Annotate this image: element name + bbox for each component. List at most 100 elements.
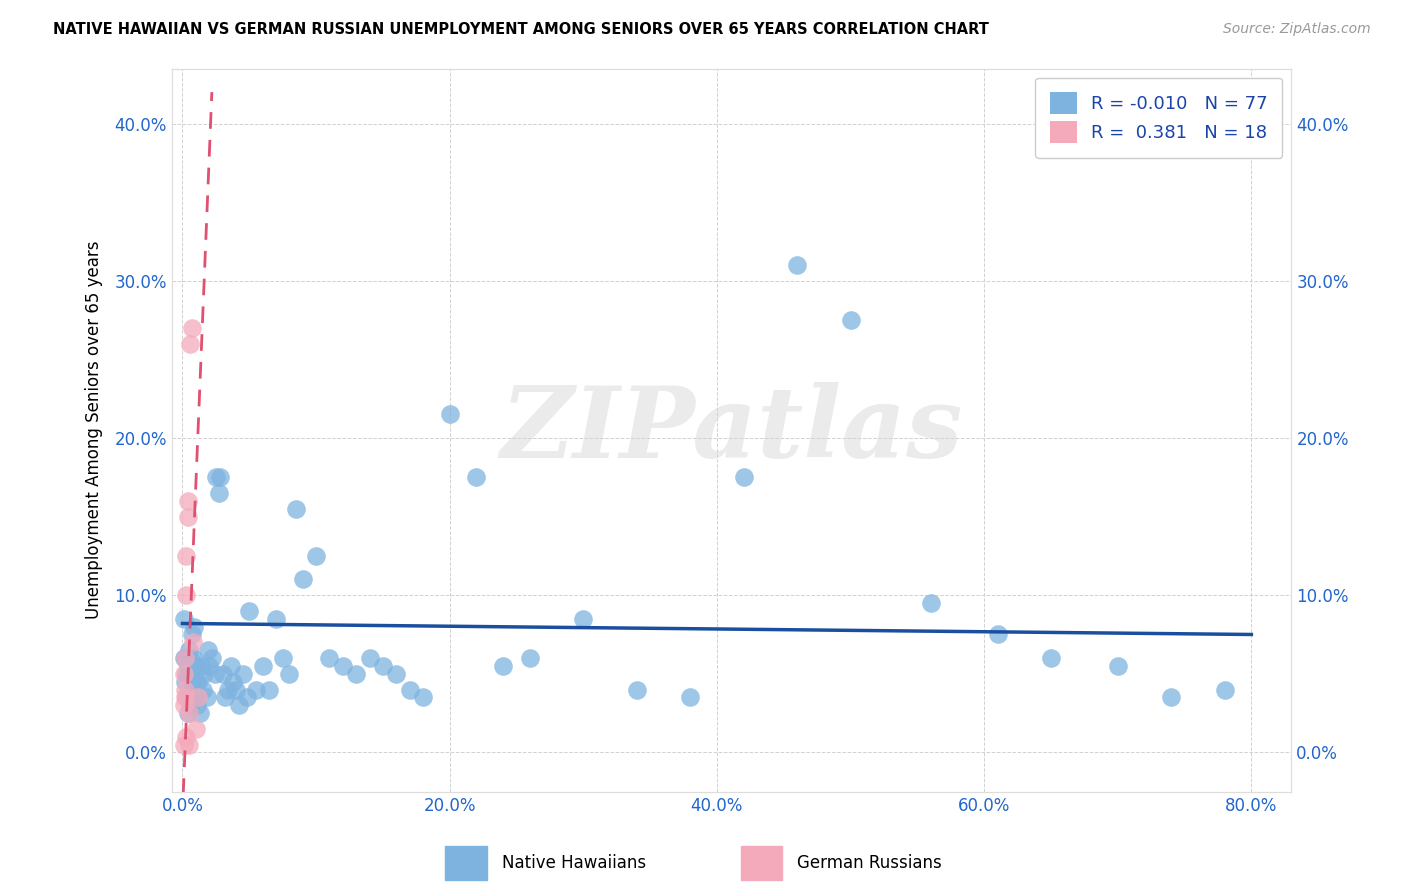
Point: [205, 470, 228, 484]
Point: [412, 690, 434, 705]
Point: [259, 682, 281, 697]
Point: [173, 666, 195, 681]
Point: [173, 698, 195, 713]
Point: [1160, 690, 1182, 705]
Point: [465, 470, 488, 484]
Point: [174, 690, 197, 705]
Point: [173, 612, 195, 626]
Point: [179, 698, 201, 713]
Point: [176, 666, 198, 681]
Point: [492, 659, 515, 673]
Point: [174, 674, 197, 689]
Point: [180, 627, 202, 641]
Point: [193, 666, 215, 681]
Point: [195, 690, 218, 705]
FancyBboxPatch shape: [741, 846, 782, 880]
Point: [174, 651, 197, 665]
Point: [177, 706, 200, 720]
Point: [204, 666, 226, 681]
Point: [173, 738, 195, 752]
Point: [839, 313, 862, 327]
Point: [179, 336, 201, 351]
Point: [184, 722, 207, 736]
Point: [344, 666, 367, 681]
Point: [398, 682, 420, 697]
Point: [217, 682, 239, 697]
Point: [439, 408, 461, 422]
Point: [211, 666, 233, 681]
Point: [181, 651, 204, 665]
Point: [228, 698, 250, 713]
Point: [235, 690, 257, 705]
Point: [183, 619, 205, 633]
Point: [264, 612, 287, 626]
Point: [238, 604, 260, 618]
Point: [219, 659, 242, 673]
Point: [1107, 659, 1129, 673]
Point: [174, 682, 197, 697]
FancyBboxPatch shape: [446, 846, 486, 880]
Text: NATIVE HAWAIIAN VS GERMAN RUSSIAN UNEMPLOYMENT AMONG SENIORS OVER 65 YEARS CORRE: NATIVE HAWAIIAN VS GERMAN RUSSIAN UNEMPL…: [53, 22, 990, 37]
Point: [214, 690, 236, 705]
Point: [179, 738, 201, 752]
Point: [225, 682, 247, 697]
Point: [177, 509, 200, 524]
Point: [359, 651, 381, 665]
Point: [180, 321, 202, 335]
Point: [332, 659, 354, 673]
Point: [177, 493, 200, 508]
Point: [1213, 682, 1236, 697]
Point: [291, 573, 314, 587]
Point: [786, 258, 808, 272]
Point: [371, 659, 394, 673]
Point: [986, 627, 1008, 641]
Text: Native Hawaiians: Native Hawaiians: [502, 854, 645, 872]
Point: [385, 666, 408, 681]
Point: [207, 486, 229, 500]
Point: [179, 643, 201, 657]
Point: [179, 706, 201, 720]
Point: [285, 501, 308, 516]
Point: [519, 651, 541, 665]
Point: [179, 651, 201, 665]
Point: [232, 666, 254, 681]
Point: [176, 690, 198, 705]
Point: [173, 651, 195, 665]
Point: [184, 659, 207, 673]
Point: [183, 659, 205, 673]
Text: German Russians: German Russians: [797, 854, 942, 872]
Point: [733, 470, 755, 484]
Point: [572, 612, 595, 626]
Point: [181, 635, 204, 649]
Point: [176, 549, 198, 563]
Point: [188, 706, 211, 720]
Point: [190, 659, 212, 673]
Point: [626, 682, 648, 697]
Point: [208, 470, 231, 484]
Point: [1039, 651, 1062, 665]
Point: [181, 690, 204, 705]
Point: [201, 651, 224, 665]
Point: [197, 643, 219, 657]
Point: [176, 730, 198, 744]
Point: [679, 690, 702, 705]
Point: [174, 651, 197, 665]
Point: [180, 674, 202, 689]
Point: [187, 690, 209, 705]
Point: [191, 682, 214, 697]
Point: [176, 588, 198, 602]
Point: [179, 666, 201, 681]
Point: [198, 659, 221, 673]
Text: ZIPatlas: ZIPatlas: [501, 382, 963, 478]
Point: [245, 682, 267, 697]
Text: Source: ZipAtlas.com: Source: ZipAtlas.com: [1223, 22, 1371, 37]
Point: [305, 549, 328, 563]
Point: [177, 659, 200, 673]
Point: [187, 674, 209, 689]
Point: [252, 659, 274, 673]
Point: [184, 674, 207, 689]
Point: [186, 698, 208, 713]
Point: [318, 651, 340, 665]
Point: [920, 596, 942, 610]
Y-axis label: Unemployment Among Seniors over 65 years: Unemployment Among Seniors over 65 years: [86, 241, 103, 619]
